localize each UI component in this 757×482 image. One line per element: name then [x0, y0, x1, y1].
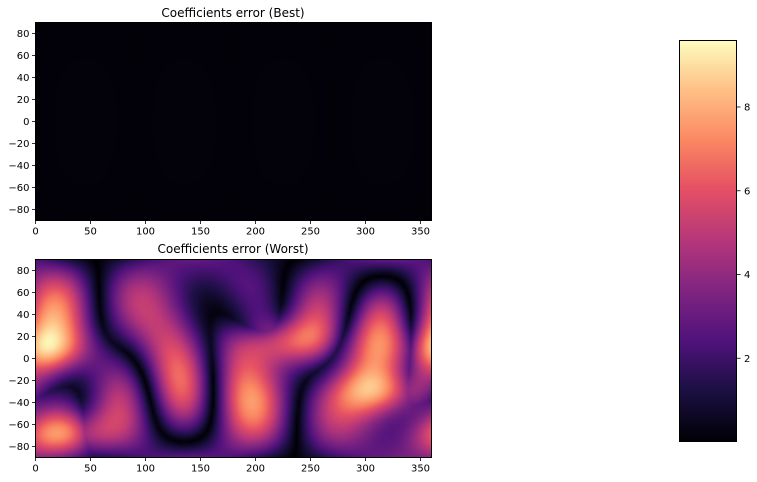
- x-tick-label: 200: [246, 227, 265, 238]
- x-tick-label: 50: [84, 464, 97, 475]
- y-tick-label: 0: [23, 354, 29, 365]
- y-tick-label: 40: [17, 310, 30, 321]
- colorbar-tick-label: 8: [744, 103, 750, 114]
- x-tick-label: 50: [84, 227, 97, 238]
- y-tick-label: −20: [8, 139, 29, 150]
- y-tick-label: 20: [17, 332, 30, 343]
- y-tick-label: 60: [17, 51, 30, 62]
- y-tick-label: 80: [17, 29, 30, 40]
- colorbar-ticks: 2 4 6 8: [737, 103, 750, 365]
- x-tick-label: 100: [136, 464, 155, 475]
- y-tick-label: 0: [23, 117, 29, 128]
- y-tick-label: −80: [8, 442, 29, 453]
- top-plot-title: Coefficients error (Best): [161, 6, 304, 20]
- x-tick-label: 350: [411, 227, 430, 238]
- x-tick-label: 150: [191, 227, 210, 238]
- colorbar-frame: [679, 40, 737, 442]
- y-tick-label: −60: [8, 183, 29, 194]
- y-tick-label: −20: [8, 376, 29, 387]
- x-tick-label: 250: [301, 227, 320, 238]
- y-tick-label: −40: [8, 161, 29, 172]
- x-tick-label: 300: [356, 464, 375, 475]
- y-tick-label: 60: [17, 288, 30, 299]
- x-tick-label: 100: [136, 227, 155, 238]
- x-tick-label: 0: [32, 464, 38, 475]
- colorbar-tick-label: 6: [744, 186, 750, 197]
- x-tick-label: 200: [246, 464, 265, 475]
- y-tick-label: 20: [17, 95, 30, 106]
- top-axes: 0 50 100 150 200 250 300 350806040200−20−40−60−…: [8, 29, 430, 238]
- y-tick-label: 80: [17, 266, 30, 277]
- y-tick-label: −80: [8, 205, 29, 216]
- colorbar-tick-label: 4: [744, 270, 750, 281]
- top-heatmap-image: [36, 23, 432, 221]
- x-tick-label: 150: [191, 464, 210, 475]
- bottom-axes: 0 50 100 150 200 250 300 350806040200−20−40−60−…: [8, 266, 430, 475]
- bottom-plot-title: Coefficients error (Worst): [157, 242, 308, 256]
- x-tick-label: 350: [411, 464, 430, 475]
- colorbar-fill: [679, 40, 737, 442]
- y-tick-label: −60: [8, 420, 29, 431]
- y-tick-label: 40: [17, 73, 30, 84]
- bottom-heatmap-image: [36, 260, 432, 458]
- x-tick-label: 250: [301, 464, 320, 475]
- colorbar-tick-label: 2: [744, 354, 750, 365]
- y-tick-label: −40: [8, 398, 29, 409]
- x-tick-label: 300: [356, 227, 375, 238]
- x-tick-label: 0: [32, 227, 38, 238]
